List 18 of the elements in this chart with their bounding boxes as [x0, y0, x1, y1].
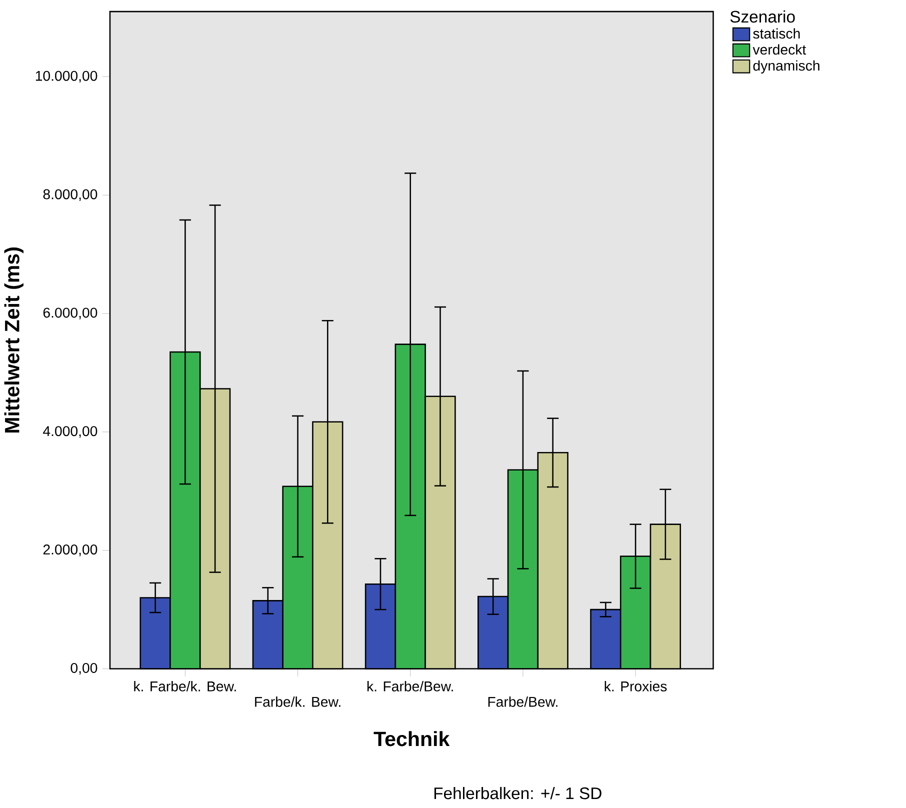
- x-tick-label: Farbe/k. Bew.: [255, 696, 340, 708]
- text: Fehlerbalken: +/- 1 SD: [434, 787, 602, 800]
- y-tick-label: 6.000,00: [43, 308, 98, 320]
- y-tick-label: 4.000,00: [43, 426, 98, 438]
- legend-label: dynamisch: [753, 60, 820, 74]
- y-tick-label: 0,00: [70, 663, 98, 675]
- x-tick-label: Farbe/Bew.: [488, 696, 558, 708]
- y-tick-label: 8.000,00: [43, 189, 98, 202]
- x-axis-title: Technik: [374, 731, 450, 746]
- x-tick-label: k. Proxies: [604, 681, 667, 692]
- y-tick-label: 2.000,00: [43, 544, 98, 556]
- y-axis-title: Mittelwert Zeit (ms): [4, 248, 24, 433]
- y-tick-label: 10.000,00: [36, 71, 98, 83]
- x-tick-label: k. Farbe/Bew.: [367, 681, 453, 692]
- legend-label: statisch: [753, 28, 800, 39]
- legend-label: verdeckt: [752, 44, 806, 55]
- x-tick-label: k. Farbe/k. Bew.: [134, 681, 236, 692]
- legend-title: Szenario: [730, 10, 795, 23]
